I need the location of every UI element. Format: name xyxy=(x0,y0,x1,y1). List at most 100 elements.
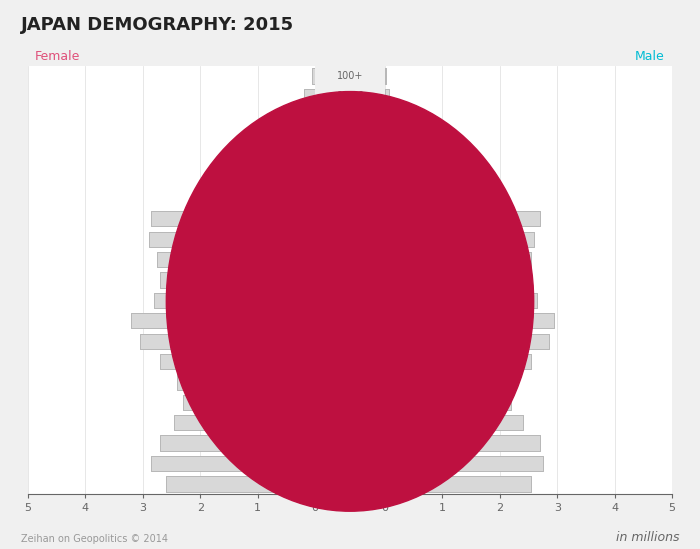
Bar xyxy=(385,333,549,349)
Bar xyxy=(385,435,540,451)
Bar xyxy=(157,252,315,267)
Bar xyxy=(385,232,534,247)
Bar xyxy=(385,374,514,390)
Bar xyxy=(385,313,554,328)
Bar xyxy=(154,293,315,308)
Bar xyxy=(140,333,315,349)
Bar xyxy=(263,130,315,145)
Bar xyxy=(151,456,315,471)
Bar xyxy=(385,252,531,267)
Text: 25-29: 25-29 xyxy=(336,377,364,387)
Bar xyxy=(263,130,315,145)
Bar xyxy=(183,395,315,410)
Bar xyxy=(312,69,315,83)
Bar xyxy=(385,456,542,471)
Bar xyxy=(385,109,399,125)
Bar xyxy=(385,211,540,226)
Bar xyxy=(160,272,315,288)
Text: 55-59: 55-59 xyxy=(336,255,364,265)
Text: 30-34: 30-34 xyxy=(336,356,364,367)
Bar xyxy=(385,415,523,430)
Text: 20-24: 20-24 xyxy=(336,397,364,407)
Bar xyxy=(304,89,315,104)
Bar xyxy=(385,354,531,369)
Bar xyxy=(160,435,315,451)
Bar xyxy=(288,109,315,125)
Bar xyxy=(183,395,315,410)
Bar xyxy=(132,313,315,328)
Text: in millions: in millions xyxy=(615,530,679,544)
Bar xyxy=(151,456,315,471)
Text: 75-79: 75-79 xyxy=(336,173,364,183)
Text: 70-74: 70-74 xyxy=(336,193,364,204)
Bar xyxy=(160,435,315,451)
Text: 35-39: 35-39 xyxy=(336,336,364,346)
Bar xyxy=(385,109,399,125)
Bar xyxy=(385,150,445,165)
Bar xyxy=(385,232,534,247)
Bar xyxy=(154,293,315,308)
Bar xyxy=(385,191,491,206)
Bar xyxy=(385,211,540,226)
Bar xyxy=(385,456,542,471)
Bar xyxy=(385,170,474,186)
Bar xyxy=(160,272,315,288)
Text: JAPAN DEMOGRAPHY: 2015: JAPAN DEMOGRAPHY: 2015 xyxy=(21,16,294,35)
Bar xyxy=(385,150,445,165)
Bar xyxy=(148,232,315,247)
Bar xyxy=(385,395,511,410)
Bar xyxy=(385,272,531,288)
Text: 85-89: 85-89 xyxy=(336,132,364,142)
Bar xyxy=(385,130,422,145)
Bar xyxy=(385,191,491,206)
Bar xyxy=(174,415,315,430)
Bar xyxy=(174,415,315,430)
Bar xyxy=(157,252,315,267)
Text: Zeihan on Geopolitics © 2014: Zeihan on Geopolitics © 2014 xyxy=(21,534,168,544)
Bar xyxy=(237,150,315,165)
Bar xyxy=(195,191,315,206)
Text: 5-9: 5-9 xyxy=(342,458,358,468)
Bar xyxy=(385,333,549,349)
Text: 90-94: 90-94 xyxy=(336,112,364,122)
Bar xyxy=(211,170,315,186)
Bar xyxy=(385,130,422,145)
Bar xyxy=(385,89,389,104)
Bar xyxy=(166,476,315,491)
Text: 15-19: 15-19 xyxy=(336,418,364,428)
Bar xyxy=(237,150,315,165)
Bar xyxy=(385,415,523,430)
Text: 10-14: 10-14 xyxy=(336,438,364,448)
Bar xyxy=(148,232,315,247)
Bar xyxy=(177,374,315,390)
Bar xyxy=(151,211,315,226)
Bar xyxy=(160,354,315,369)
Text: 65-69: 65-69 xyxy=(336,214,364,224)
Text: Female: Female xyxy=(35,50,80,63)
Bar xyxy=(385,252,531,267)
Bar xyxy=(132,313,315,328)
Text: 100+: 100+ xyxy=(337,71,363,81)
Bar xyxy=(385,293,537,308)
Bar xyxy=(385,313,554,328)
Bar xyxy=(385,395,511,410)
Text: 60-64: 60-64 xyxy=(336,234,364,244)
Bar xyxy=(312,69,315,83)
Bar xyxy=(211,170,315,186)
Bar xyxy=(177,374,315,390)
Bar xyxy=(195,191,315,206)
Bar xyxy=(151,211,315,226)
Text: 95-99: 95-99 xyxy=(336,92,364,102)
Text: 80-84: 80-84 xyxy=(336,153,364,163)
Bar xyxy=(385,476,531,491)
Bar xyxy=(385,272,531,288)
Bar xyxy=(160,354,315,369)
Bar xyxy=(166,476,315,491)
Bar xyxy=(140,333,315,349)
Bar xyxy=(385,89,389,104)
Bar xyxy=(385,435,540,451)
Bar xyxy=(304,89,315,104)
Text: Male: Male xyxy=(636,50,665,63)
Text: 50-54: 50-54 xyxy=(336,275,364,285)
Bar xyxy=(385,293,537,308)
